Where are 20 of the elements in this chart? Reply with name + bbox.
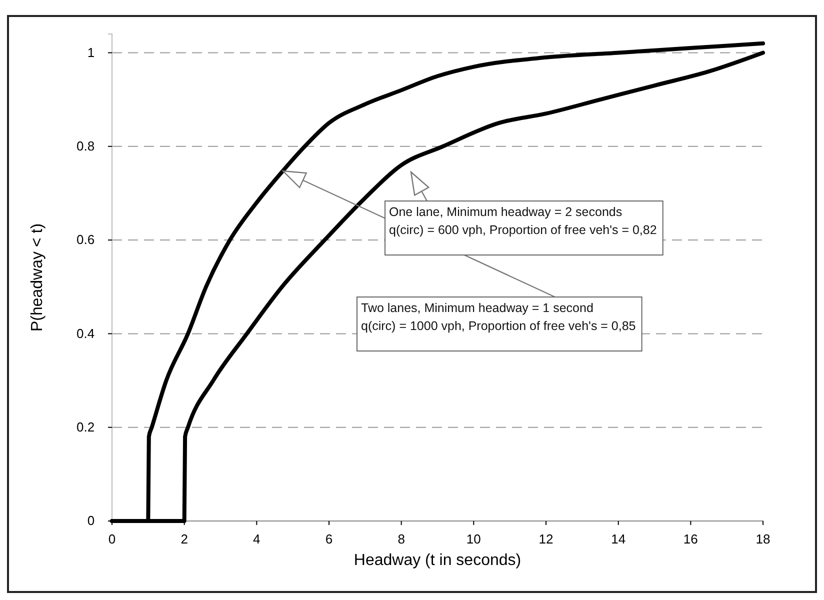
- x-tick-label: 10: [466, 532, 481, 547]
- x-tick-label: 16: [683, 532, 698, 547]
- x-tick-label: 18: [756, 532, 770, 547]
- y-tick-label: 0.4: [76, 326, 95, 341]
- x-tick-label: 14: [611, 532, 626, 547]
- y-tick-label: 0.2: [76, 420, 95, 435]
- y-tick-label: 0.8: [76, 138, 95, 154]
- x-tick-label: 8: [398, 532, 405, 547]
- y-tick-label: 0.6: [76, 232, 95, 248]
- x-tick-label: 2: [180, 532, 188, 547]
- x-tick-label: 0: [108, 532, 116, 547]
- y-tick-label: 0: [87, 513, 95, 528]
- y-tick-label: 1: [87, 44, 95, 60]
- x-tick-label: 6: [325, 532, 333, 547]
- annotation: One lane, Minimum headway = 2 seconds q(circ) = 600 vph, Proportion of free veh's = 0,82: [389, 205, 657, 237]
- x-axis-title: Headway (t in seconds): [354, 552, 522, 569]
- x-tick-label: 4: [253, 532, 260, 547]
- x-tick-label: 12: [538, 532, 554, 547]
- annotation: Two lanes, Minimum headway = 1 second q(circ) = 1000 vph, Proportion of free veh's = 0,85: [361, 301, 636, 333]
- y-axis-title: P(headway < t): [29, 223, 46, 332]
